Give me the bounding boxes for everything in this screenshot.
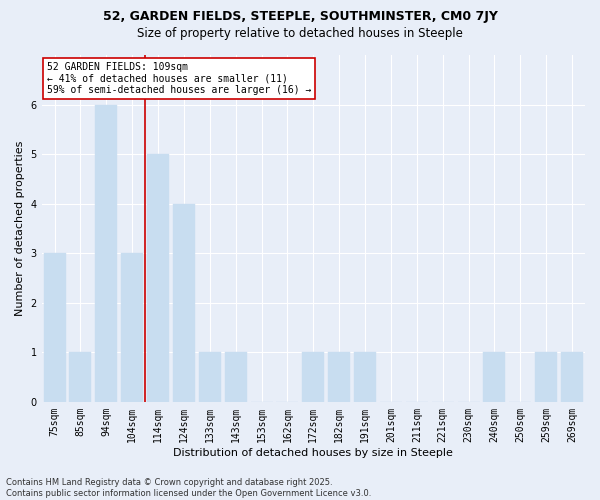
- Bar: [44, 253, 65, 402]
- Bar: [354, 352, 376, 402]
- Bar: [70, 352, 91, 402]
- Bar: [147, 154, 169, 402]
- Bar: [535, 352, 557, 402]
- Bar: [199, 352, 221, 402]
- Y-axis label: Number of detached properties: Number of detached properties: [15, 140, 25, 316]
- Bar: [561, 352, 583, 402]
- Text: 52, GARDEN FIELDS, STEEPLE, SOUTHMINSTER, CM0 7JY: 52, GARDEN FIELDS, STEEPLE, SOUTHMINSTER…: [103, 10, 497, 23]
- Bar: [302, 352, 325, 402]
- Bar: [95, 104, 118, 402]
- Bar: [225, 352, 247, 402]
- Bar: [173, 204, 195, 402]
- Bar: [121, 253, 143, 402]
- Bar: [484, 352, 505, 402]
- X-axis label: Distribution of detached houses by size in Steeple: Distribution of detached houses by size …: [173, 448, 453, 458]
- Text: Contains HM Land Registry data © Crown copyright and database right 2025.
Contai: Contains HM Land Registry data © Crown c…: [6, 478, 371, 498]
- Text: 52 GARDEN FIELDS: 109sqm
← 41% of detached houses are smaller (11)
59% of semi-d: 52 GARDEN FIELDS: 109sqm ← 41% of detach…: [47, 62, 311, 95]
- Text: Size of property relative to detached houses in Steeple: Size of property relative to detached ho…: [137, 28, 463, 40]
- Bar: [328, 352, 350, 402]
